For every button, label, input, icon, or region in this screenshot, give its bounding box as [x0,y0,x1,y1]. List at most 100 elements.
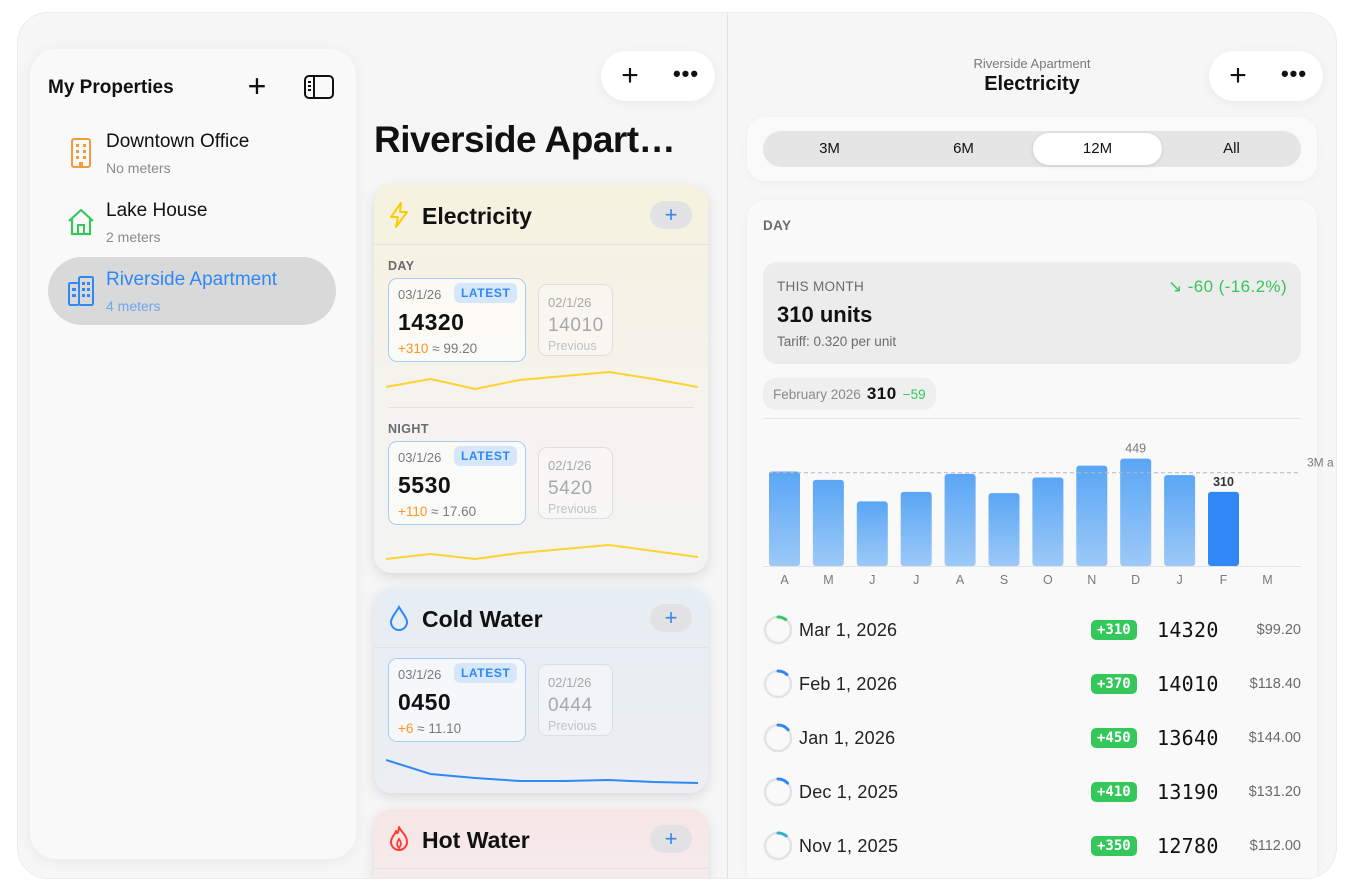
meter-actions: + ••• [1209,51,1323,101]
previous-reading[interactable]: 02/1/26 0444 Previous [538,664,613,736]
x-tick-label: D [1131,573,1140,587]
bar[interactable] [1076,465,1108,566]
reading-delta: +6 ≈ 11.10 [398,721,462,736]
row-date: Mar 1, 2026 [799,620,898,640]
bar-value-label: 449 [1125,442,1146,456]
more-options-button[interactable]: ••• [672,61,700,86]
sidebar-item-label: Riverside Apartment [106,269,278,290]
bar[interactable] [988,493,1020,566]
reading-value: 14320 [398,309,465,335]
bar[interactable] [1164,475,1196,566]
bar[interactable] [856,501,888,566]
row-date: Dec 1, 2025 [799,782,899,802]
x-tick-label: J [1176,573,1182,587]
this-month-summary: THIS MONTH 310 units Tariff: 0.320 per u… [763,262,1301,364]
add-property-button[interactable]: + [247,68,267,104]
lightning-icon [390,202,408,228]
summary-change: ↘ -60 (-16.2%) [1167,277,1287,296]
column-divider [727,13,728,878]
add-reading-button[interactable]: + [650,825,692,853]
meter-detail-panel: DAY THIS MONTH 310 units Tariff: 0.320 p… [747,200,1334,878]
bar[interactable] [812,479,844,566]
previous-date: 02/1/26 [548,675,592,690]
add-meter-button[interactable]: + [621,59,639,92]
x-tick-label: J [913,573,919,587]
page-title: Riverside Apart… [374,119,676,160]
progress-ring-icon [763,831,793,861]
usage-bar-chart[interactable]: A M J J A S O N 449 D J 310 F M 3M a [747,440,1336,600]
bar[interactable] [769,471,800,566]
add-reading-button[interactable]: + [650,604,692,632]
latest-reading[interactable]: 03/1/26 LATEST 5530 +110 ≈ 17.60 [388,441,526,525]
previous-label: Previous [548,339,597,353]
x-tick-label: O [1043,573,1053,587]
bar[interactable] [944,473,976,566]
bar[interactable] [1120,458,1152,566]
reading-delta: +110 ≈ 17.60 [398,504,477,519]
bar[interactable] [1032,477,1064,566]
previous-reading[interactable]: 02/1/26 5420 Previous [538,447,613,519]
card-header: Cold Water + [374,588,708,648]
office-building-icon [71,138,91,168]
app-window: My Properties + Downtown Office No meter… [18,13,1336,878]
sidebar-item-lake-house[interactable]: Lake House 2 meters [48,188,336,256]
bar[interactable] [900,491,932,566]
row-delta-badge: +370 [1091,674,1137,694]
add-reading-button[interactable]: + [1229,59,1247,92]
latest-reading[interactable]: 03/1/26 LATEST 14320 +310 ≈ 99.20 [388,278,526,362]
cold-water-card[interactable]: Cold Water + 03/1/26 LATEST 0450 +6 ≈ 11… [374,588,708,793]
row-reading: 14320 [1157,618,1219,642]
sidebar-toggle-icon[interactable] [304,75,334,99]
bar-value-label: 310 [1213,475,1234,489]
row-cost: $112.00 [1249,838,1301,854]
reading-date: 03/1/26 [398,287,442,302]
reading-row[interactable]: Feb 1, 2026 +370 14010 $118.40 [763,656,1301,710]
sidebar-item-sub: 4 meters [106,298,161,314]
sparkline-path [386,370,698,391]
sidebar-item-label: Downtown Office [106,131,250,152]
latest-badge: LATEST [454,446,518,466]
previous-reading[interactable]: 02/1/26 14010 Previous [538,284,613,356]
selected-month-pill: February 2026 310 −59 [763,378,936,410]
sidebar-item-riverside-apartment[interactable]: Riverside Apartment 4 meters [48,257,336,325]
reading-row[interactable]: Dec 1, 2025 +410 13190 $131.20 [763,764,1301,818]
electricity-card[interactable]: Electricity + DAY 03/1/26 LATEST 14320 +… [374,185,708,573]
row-reading: 12780 [1157,834,1219,858]
previous-label: Previous [548,719,597,733]
latest-badge: LATEST [454,283,518,303]
add-reading-button[interactable]: + [650,201,692,229]
section-label: DAY [388,259,415,273]
row-delta-badge: +410 [1091,782,1137,802]
section-label: NIGHT [388,422,429,436]
selected-change: −59 [902,387,926,402]
previous-date: 02/1/26 [548,458,592,473]
reading-row[interactable]: Mar 1, 2026 +310 14320 $99.20 [763,602,1301,656]
previous-value: 0444 [548,695,593,716]
reading-row[interactable]: Nov 1, 2025 +350 12780 $112.00 [763,818,1301,872]
progress-ring-icon [763,669,793,699]
segment-12m[interactable]: 12M [1033,133,1162,165]
segment-all[interactable]: All [1223,140,1240,157]
sidebar-item-label: Lake House [106,200,208,221]
more-options-button[interactable]: ••• [1280,61,1308,86]
reading-row[interactable]: Jan 1, 2026 +450 13640 $144.00 [763,710,1301,764]
x-tick-label: M [823,573,833,587]
reading-date: 03/1/26 [398,450,442,465]
segment-3m[interactable]: 3M [819,140,840,157]
segment-6m[interactable]: 6M [953,140,974,157]
hot-water-card[interactable]: Hot Water + [374,809,708,878]
sidebar-item-downtown-office[interactable]: Downtown Office No meters [48,119,336,187]
reference-label: 3M a [1307,456,1334,470]
row-date: Jan 1, 2026 [799,728,896,748]
previous-value: 14010 [548,315,604,336]
reading-delta: +310 ≈ 99.20 [398,341,478,356]
section-label: DAY [763,218,792,233]
row-cost: $144.00 [1248,730,1301,746]
bar[interactable] [1208,491,1239,566]
reading-value: 5530 [398,472,452,498]
summary-label: THIS MONTH [777,279,864,294]
sidebar-item-sub: No meters [106,160,171,176]
sparkline-path [386,543,698,561]
latest-reading[interactable]: 03/1/26 LATEST 0450 +6 ≈ 11.10 [388,658,526,742]
x-tick-label: S [1000,573,1008,587]
